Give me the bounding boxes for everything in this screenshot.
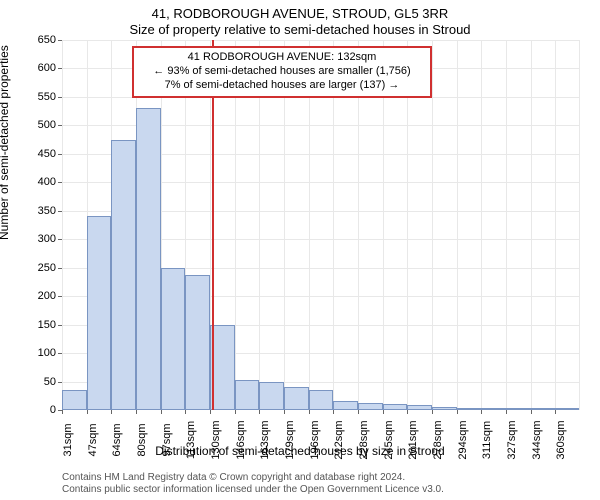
x-tick xyxy=(210,410,211,414)
x-tick xyxy=(259,410,260,414)
chart-container: 41, RODBOROUGH AVENUE, STROUD, GL5 3RR S… xyxy=(0,0,600,500)
y-tick-label: 550 xyxy=(24,91,56,103)
histogram-bar xyxy=(457,408,482,410)
histogram-bar xyxy=(62,390,87,410)
histogram-bar xyxy=(136,108,161,410)
grid-vertical xyxy=(432,40,433,410)
x-tick xyxy=(185,410,186,414)
attribution-line-1: Contains HM Land Registry data © Crown c… xyxy=(62,472,444,484)
grid-vertical xyxy=(457,40,458,410)
y-tick-label: 350 xyxy=(24,205,56,217)
x-tick xyxy=(383,410,384,414)
y-tick-label: 450 xyxy=(24,148,56,160)
y-tick-label: 650 xyxy=(24,34,56,46)
x-tick xyxy=(358,410,359,414)
histogram-bar xyxy=(555,408,580,410)
x-tick xyxy=(481,410,482,414)
x-tick xyxy=(136,410,137,414)
annotation-line-2: ← 93% of semi-detached houses are smalle… xyxy=(140,65,424,79)
y-tick-label: 300 xyxy=(24,233,56,245)
annotation-box: 41 RODBOROUGH AVENUE: 132sqm ← 93% of se… xyxy=(132,46,432,98)
histogram-bar xyxy=(111,140,136,410)
y-tick-label: 500 xyxy=(24,119,56,131)
x-tick xyxy=(457,410,458,414)
grid-horizontal xyxy=(62,40,580,41)
grid-vertical xyxy=(62,40,63,410)
histogram-bar xyxy=(506,408,531,410)
y-tick-label: 0 xyxy=(24,404,56,416)
x-tick xyxy=(62,410,63,414)
grid-vertical xyxy=(555,40,556,410)
y-axis-label: Number of semi-detached properties xyxy=(0,45,11,240)
histogram-bar xyxy=(284,387,309,410)
histogram-bar xyxy=(358,403,383,410)
x-tick xyxy=(333,410,334,414)
histogram-bar xyxy=(185,275,210,410)
y-tick-label: 600 xyxy=(24,62,56,74)
x-tick xyxy=(161,410,162,414)
chart-title-line2: Size of property relative to semi-detach… xyxy=(0,22,600,37)
x-tick xyxy=(407,410,408,414)
attribution-block: Contains HM Land Registry data © Crown c… xyxy=(62,472,444,496)
plot-area: 0501001502002503003504004505005506006503… xyxy=(62,40,580,410)
y-tick-label: 400 xyxy=(24,176,56,188)
x-tick xyxy=(432,410,433,414)
x-tick xyxy=(111,410,112,414)
x-tick xyxy=(284,410,285,414)
histogram-bar xyxy=(87,216,112,410)
x-tick xyxy=(235,410,236,414)
y-tick-label: 150 xyxy=(24,319,56,331)
x-axis-label: Distribution of semi-detached houses by … xyxy=(0,444,600,458)
x-tick xyxy=(531,410,532,414)
y-tick-label: 100 xyxy=(24,347,56,359)
y-tick-label: 50 xyxy=(24,376,56,388)
histogram-bar xyxy=(531,408,556,410)
x-tick xyxy=(87,410,88,414)
chart-title-line1: 41, RODBOROUGH AVENUE, STROUD, GL5 3RR xyxy=(0,6,600,21)
y-tick-label: 250 xyxy=(24,262,56,274)
grid-vertical xyxy=(531,40,532,410)
x-tick xyxy=(506,410,507,414)
histogram-bar xyxy=(481,408,506,410)
histogram-bar xyxy=(432,407,457,410)
grid-vertical xyxy=(506,40,507,410)
attribution-line-2: Contains public sector information licen… xyxy=(62,484,444,496)
x-tick xyxy=(555,410,556,414)
y-tick-label: 200 xyxy=(24,290,56,302)
x-tick xyxy=(309,410,310,414)
histogram-bar xyxy=(333,401,358,410)
annotation-line-1: 41 RODBOROUGH AVENUE: 132sqm xyxy=(140,51,424,65)
histogram-bar xyxy=(407,405,432,410)
histogram-bar xyxy=(383,404,408,410)
histogram-bar xyxy=(259,382,284,410)
histogram-bar xyxy=(161,268,186,410)
histogram-bar xyxy=(235,380,260,410)
histogram-bar xyxy=(309,390,334,410)
annotation-line-3: 7% of semi-detached houses are larger (1… xyxy=(140,79,424,93)
grid-vertical xyxy=(481,40,482,410)
grid-vertical xyxy=(579,40,580,410)
